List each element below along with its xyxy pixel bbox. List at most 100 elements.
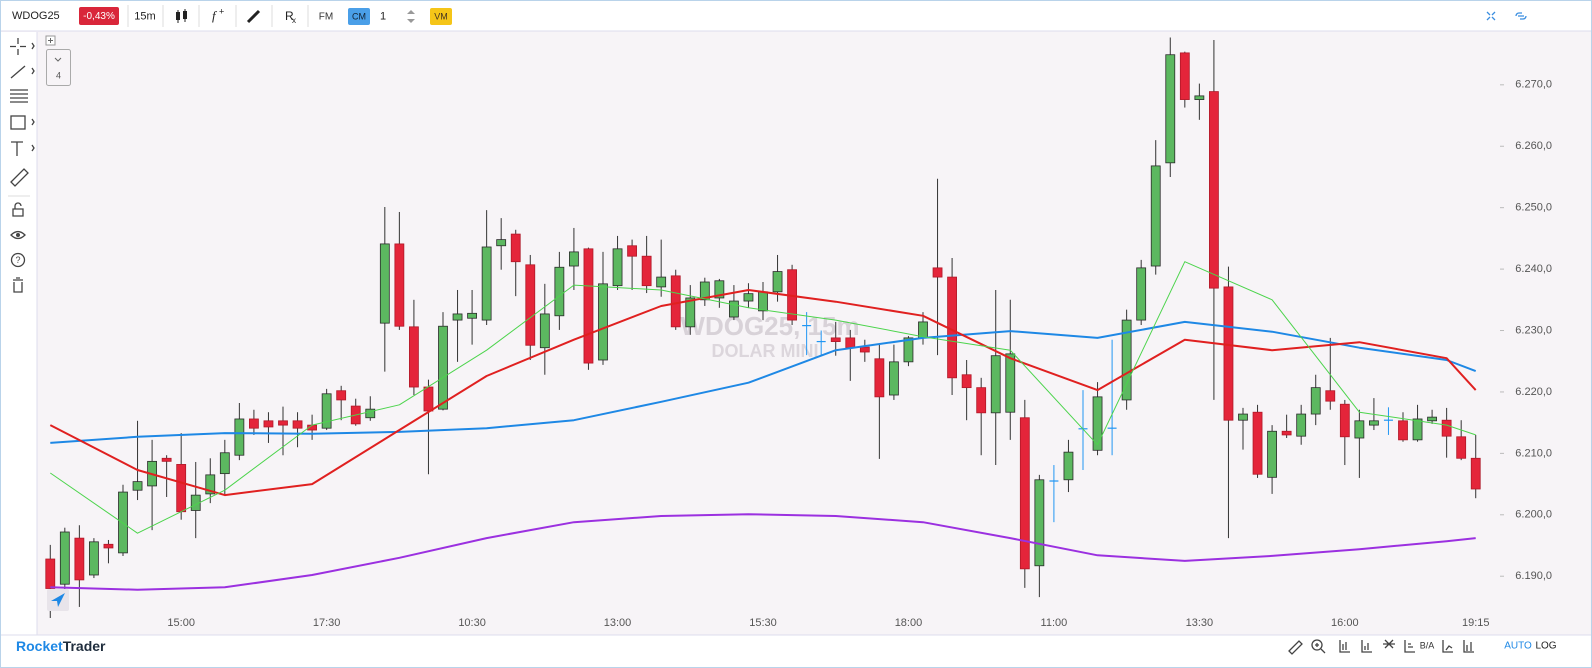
y-tick-label: 6.200,0 — [1515, 509, 1552, 521]
candle-body — [758, 291, 768, 312]
candle-body — [976, 387, 987, 414]
x-tick-label: 15:00 — [167, 617, 195, 629]
x-tick-label: 16:00 — [1331, 617, 1359, 629]
help-tool[interactable] — [10, 252, 26, 268]
profile-button[interactable] — [1404, 640, 1415, 653]
histogram-button[interactable] — [1361, 640, 1372, 653]
measure-button[interactable] — [1288, 640, 1303, 655]
candle-body — [161, 457, 172, 462]
candle-body — [918, 321, 928, 339]
y-tick-label: 6.270,0 — [1515, 79, 1552, 91]
candle-body — [554, 266, 565, 317]
plot: WDOG25, 15m DOLAR MINI 6.190,0 6.200,0 6.2… — [45, 37, 1552, 629]
toolbar-bg — [1, 1, 1591, 31]
timeframe[interactable]: 15m — [134, 10, 155, 22]
candle-body — [496, 239, 507, 247]
candle-body — [1456, 436, 1467, 459]
candle-body — [1005, 353, 1016, 413]
candle-body — [1136, 267, 1147, 321]
quantity-stepper[interactable] — [407, 10, 415, 23]
visibility-tool[interactable] — [10, 230, 26, 240]
quantity[interactable]: 1 — [380, 10, 386, 22]
candle-body — [889, 361, 899, 396]
zoom-button[interactable] — [1311, 639, 1323, 651]
y-tick-label: 6.210,0 — [1515, 447, 1552, 459]
ma-line — [50, 320, 1477, 444]
layers-chevron — [54, 57, 62, 62]
candle-body — [990, 355, 1001, 414]
candle-body — [234, 418, 245, 456]
candle-body — [670, 275, 681, 328]
candle-body — [583, 248, 594, 364]
bars-button[interactable] — [1463, 640, 1474, 653]
candle-body — [249, 418, 259, 429]
scatter-button[interactable] — [1383, 639, 1395, 649]
vm-badge — [430, 8, 452, 25]
symbol[interactable]: WDOG25 — [12, 10, 60, 22]
candle-type-button[interactable] — [176, 9, 187, 23]
collapse-button[interactable] — [1486, 11, 1496, 21]
candle-body — [1470, 457, 1481, 490]
layers-add-icon — [48, 38, 53, 43]
candle-body — [1441, 419, 1452, 437]
candle-body — [845, 337, 856, 349]
chart-button[interactable] — [1442, 640, 1453, 653]
line-tool[interactable] — [10, 65, 26, 79]
cm-badge — [348, 8, 370, 25]
candle-body — [685, 297, 696, 328]
crosshair-tool[interactable] — [10, 38, 26, 55]
cm-button[interactable]: CM — [352, 11, 366, 21]
ma-line — [50, 261, 1476, 534]
candle-body — [336, 390, 347, 401]
layers-box — [46, 49, 71, 86]
link-button[interactable] — [1515, 12, 1527, 20]
icon — [246, 9, 261, 24]
candle-body — [132, 481, 143, 491]
indicators-button[interactable]: f + — [212, 6, 224, 23]
fib-tool[interactable] — [10, 89, 28, 103]
watermark-symbol: WDOG25, 15m — [680, 311, 859, 341]
layers-control[interactable]: 4 — [45, 35, 71, 86]
candle-body — [74, 537, 85, 581]
delete-tool[interactable] — [13, 277, 23, 293]
x-tick-label: 13:30 — [1186, 617, 1214, 629]
candle-body — [1398, 420, 1408, 441]
candle-body — [278, 420, 288, 426]
candle-body — [729, 300, 739, 318]
volume-button[interactable] — [1339, 640, 1350, 653]
lock-tool[interactable] — [12, 202, 24, 217]
candle-body — [1223, 286, 1234, 421]
text-tool[interactable] — [11, 141, 23, 156]
icon: R — [285, 9, 294, 23]
candle-body — [830, 337, 841, 342]
auto-scale[interactable]: AUTO — [1504, 641, 1532, 652]
clear-button[interactable]: Rx — [285, 9, 296, 25]
candle-body — [539, 313, 550, 349]
shape-tool[interactable] — [10, 115, 26, 130]
ruler-tool[interactable] — [10, 168, 29, 187]
candle-body — [1121, 319, 1132, 401]
y-tick-label: 6.230,0 — [1515, 324, 1552, 336]
x-tick-label: 11:00 — [1041, 617, 1068, 629]
fm-button[interactable]: FM — [319, 12, 333, 23]
candle-body — [379, 243, 390, 324]
log-scale[interactable]: LOG — [1535, 641, 1556, 652]
book-button[interactable]: B/A — [1420, 640, 1435, 650]
draw-button[interactable] — [246, 9, 261, 24]
vm-button[interactable]: VM — [434, 11, 448, 21]
ma-line — [49, 289, 1477, 497]
candle-body — [467, 312, 477, 319]
candle-body — [1209, 91, 1219, 289]
candle-body — [1034, 479, 1045, 567]
candle-body — [1325, 390, 1336, 402]
y-tick-label: 6.190,0 — [1515, 570, 1552, 582]
candle-body — [1339, 403, 1350, 438]
candle-body — [176, 464, 187, 513]
candle-body — [1427, 416, 1437, 422]
candle-body — [1354, 420, 1365, 439]
candle-body — [612, 248, 623, 287]
candle-body — [699, 281, 710, 301]
zoom-icon — [1315, 643, 1326, 654]
x-tick-label: 19:15 — [1462, 617, 1490, 629]
